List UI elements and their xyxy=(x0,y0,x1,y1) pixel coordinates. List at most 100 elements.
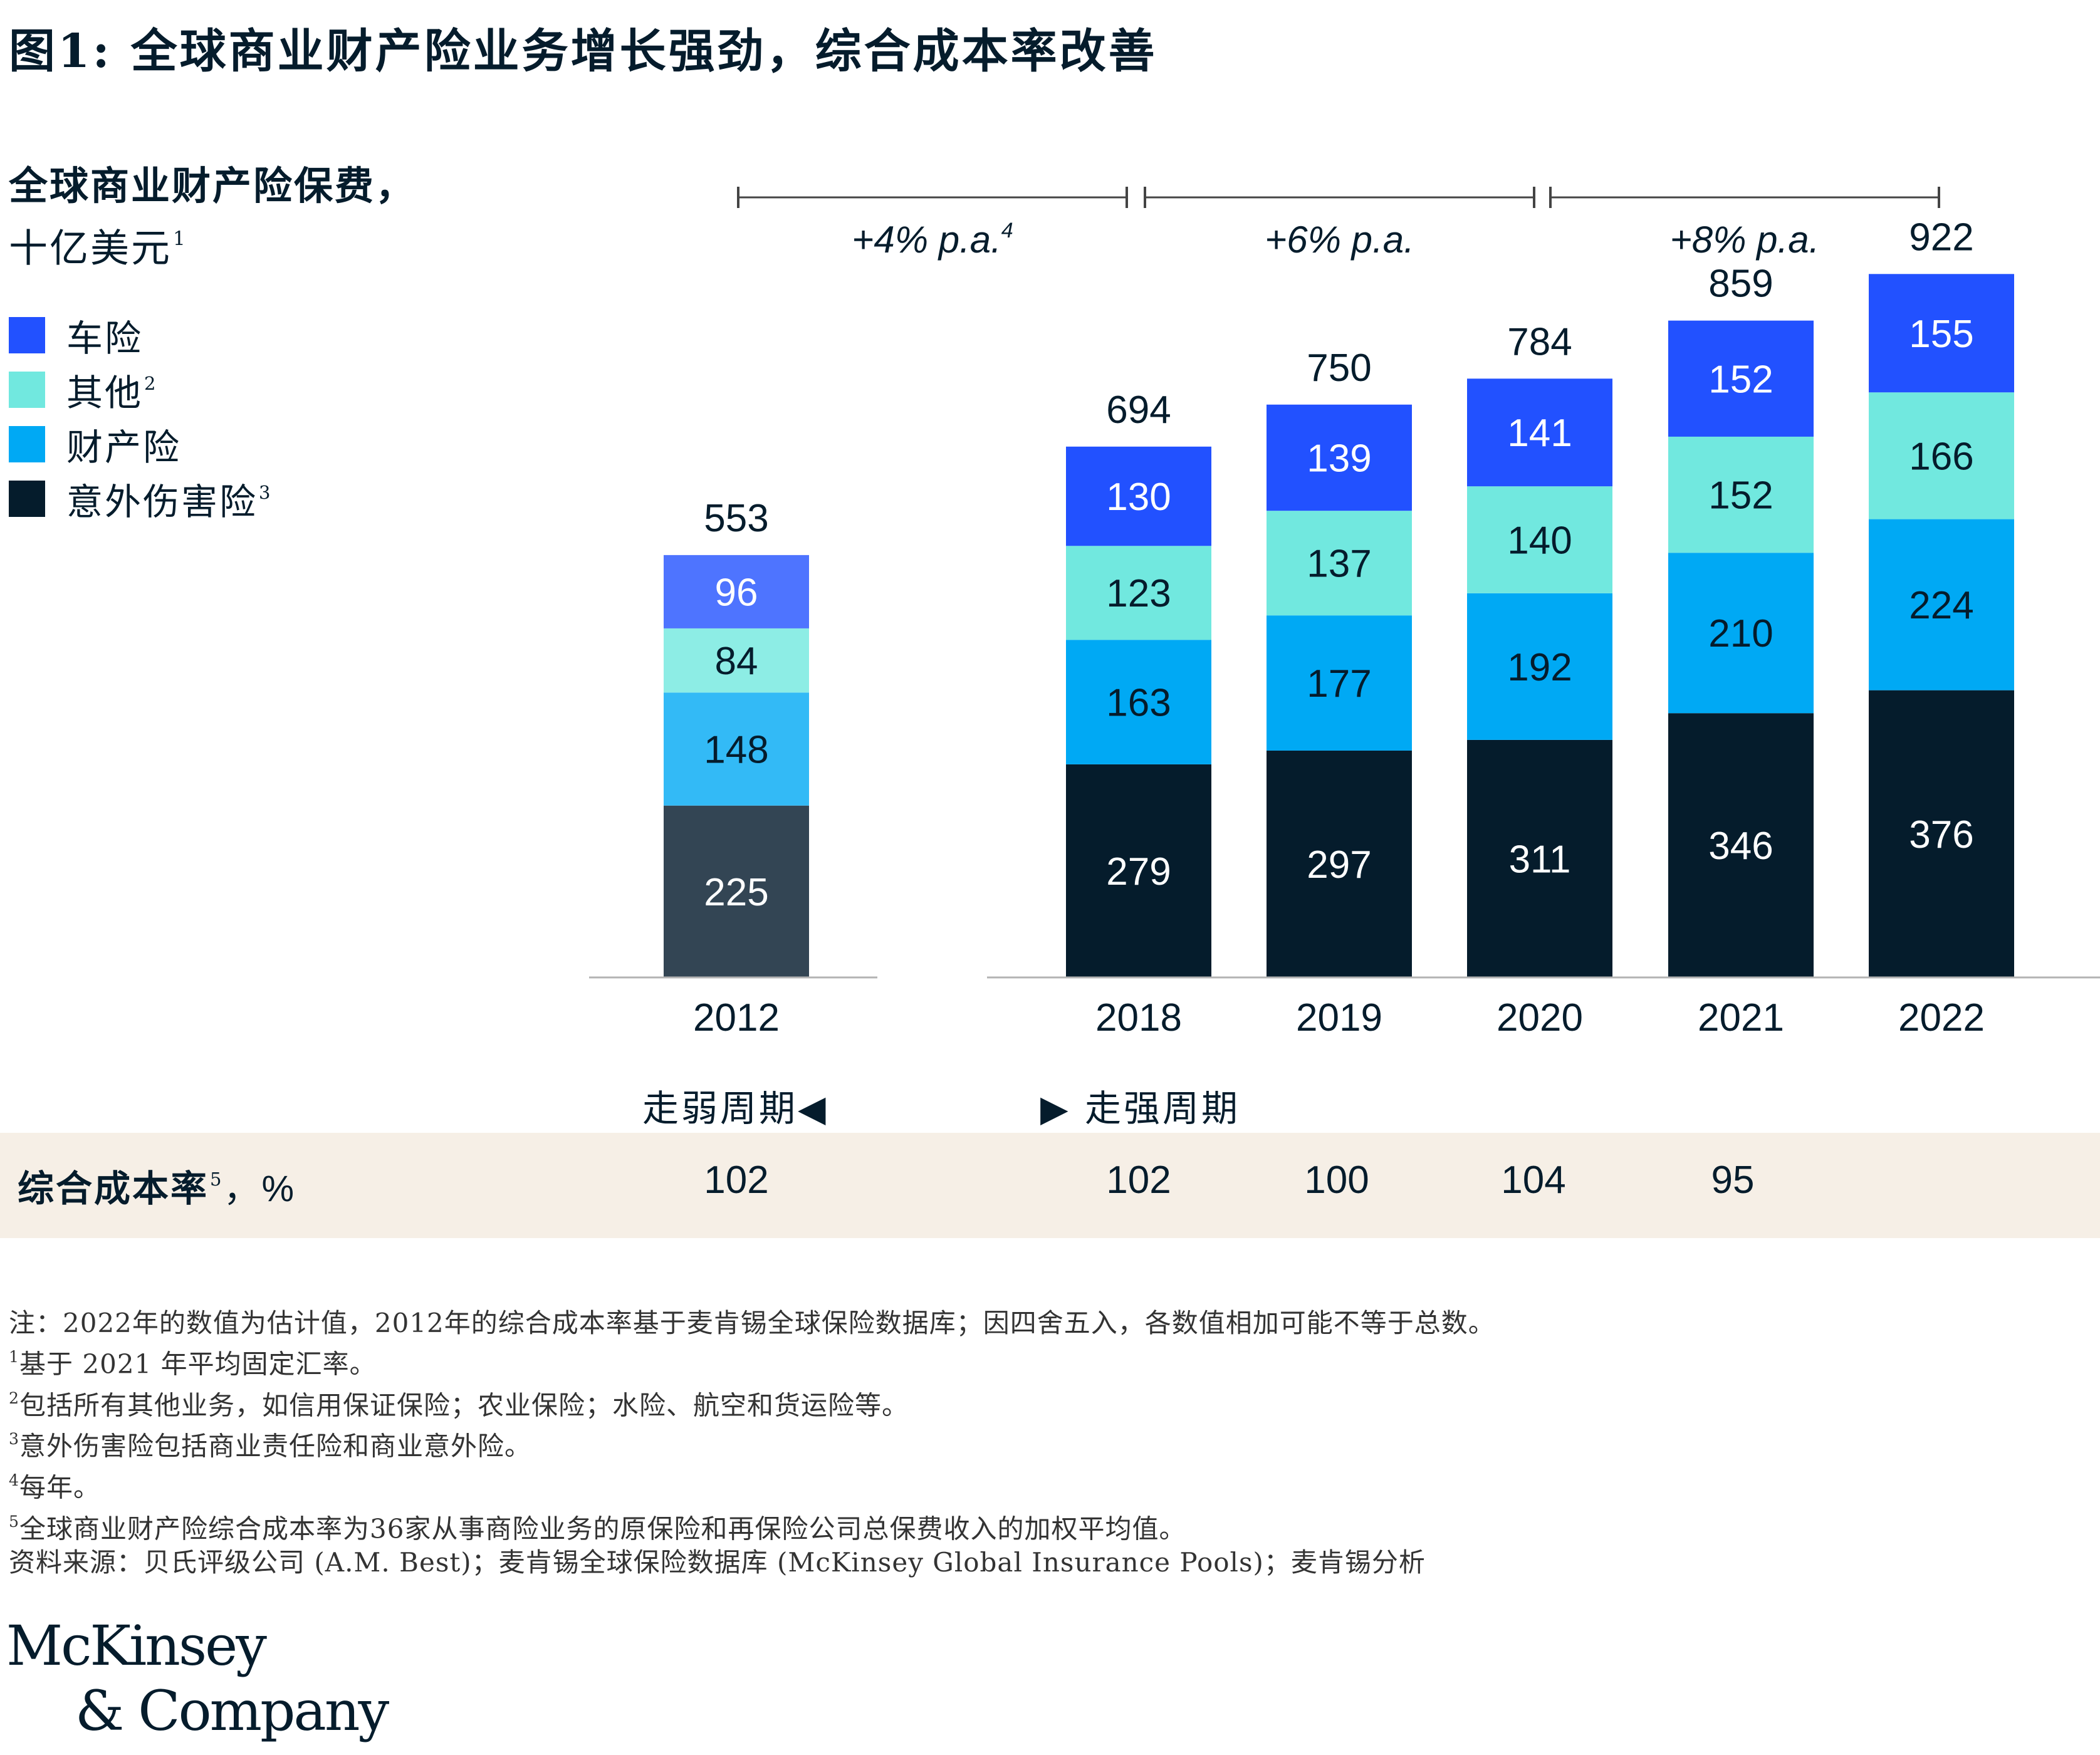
bar-value-label: 130 xyxy=(1106,476,1171,519)
bar-value-label: 84 xyxy=(715,640,758,683)
y-axis-title-line1: 全球商业财产险保费， xyxy=(9,163,417,209)
bar-total-label: 694 xyxy=(1106,388,1171,432)
legend-label: 财产险 xyxy=(66,426,182,469)
bar-total-label: 922 xyxy=(1909,216,1973,259)
stacked-bar-chart: +4% p.a.4 +6% p.a. +8% p.a. 22514884965532… xyxy=(589,187,2100,1039)
footnote-2: 2包括所有其他业务，如信用保证保险；农业保险；水险、航空和货运险等。 xyxy=(9,1388,909,1421)
strong-cycle-label: ▶ 走强周期 xyxy=(1040,1087,1241,1130)
x-tick-label: 2020 xyxy=(1497,996,1583,1039)
x-tick-label: 2018 xyxy=(1095,996,1182,1039)
bar-segment xyxy=(1467,486,1612,593)
mckinsey-logo: McKinsey & Company xyxy=(6,1613,389,1744)
bar-segment xyxy=(1668,436,1814,553)
bar-segment xyxy=(664,628,809,693)
bar-segment xyxy=(1267,615,1412,751)
x-tick-label: 2021 xyxy=(1698,996,1784,1039)
x-tick-label: 2019 xyxy=(1296,996,1382,1039)
growth-rate-label: +4% p.a.4 xyxy=(852,219,1013,261)
bar-segment xyxy=(1869,690,2014,977)
bar-total-label: 784 xyxy=(1507,320,1572,363)
bar-segment xyxy=(1267,511,1412,616)
legend-swatch xyxy=(9,317,45,353)
bar-value-label: 376 xyxy=(1909,813,1973,857)
bar-value-label: 297 xyxy=(1307,843,1371,887)
legend-label: 其他 xyxy=(66,372,144,414)
bar-segment xyxy=(1267,750,1412,977)
bar-segment xyxy=(1869,274,2014,393)
bar-segment xyxy=(1066,764,1211,977)
bar-segment xyxy=(1668,320,1814,437)
combined-ratio-value-2012: 102 xyxy=(704,1159,769,1202)
legend-item-other: 其他2 xyxy=(9,371,272,414)
x-tick-label: 2012 xyxy=(693,996,780,1039)
bar-value-label: 141 xyxy=(1507,412,1572,455)
bar-value-label: 279 xyxy=(1106,850,1171,893)
bar-segment xyxy=(1066,546,1211,640)
bar-value-label: 311 xyxy=(1509,838,1571,881)
legend-label: 意外伤害险 xyxy=(66,481,258,523)
bar-value-label: 152 xyxy=(1708,474,1773,518)
x-tick-labels: 2012 2018 2019 2020 2021 2022 xyxy=(693,996,1985,1039)
bar-value-label: 148 xyxy=(704,729,768,772)
combined-ratio-band xyxy=(0,1133,2100,1238)
bar-total-label: 553 xyxy=(704,497,768,540)
footnote-4: 4每年。 xyxy=(9,1471,101,1503)
combined-ratio-value-2020: 104 xyxy=(1501,1159,1566,1202)
combined-ratio-unit: ，% xyxy=(223,1169,296,1209)
legend-item-auto: 车险 xyxy=(9,316,272,360)
logo-line2: & Company xyxy=(75,1679,389,1743)
bar-segment xyxy=(1869,519,2014,690)
chart-title: 图1: 全球商业财产险业务增长强劲，综合成本率改善 xyxy=(9,24,1157,78)
source-note: 资料来源：贝氏评级公司 (A.M. Best)；麦肯锡全球保险数据库 (McKi… xyxy=(9,1547,1426,1578)
footnotes: 注：2022年的数值为估计值，2012年的综合成本率基于麦肯锡全球保险数据库；因… xyxy=(9,1306,2077,1580)
bar-segment xyxy=(1668,553,1814,714)
bar-value-label: 123 xyxy=(1106,572,1171,615)
bar-segment xyxy=(1869,392,2014,519)
footnote-marker: 2 xyxy=(144,373,158,395)
bar-segment xyxy=(1467,593,1612,740)
y-axis-title: 全球商业财产险保费， 十亿美元1 xyxy=(9,160,416,274)
growth-rate-label: +6% p.a. xyxy=(1265,219,1414,261)
footnote-5: 5全球商业财产险综合成本率为36家从事商险业务的原保险和再保险公司总保费收入的加… xyxy=(9,1512,1186,1544)
bar-segment xyxy=(1668,713,1814,977)
footnote-marker: 3 xyxy=(259,482,273,504)
legend-item-casualty: 意外伤害险3 xyxy=(9,480,273,523)
bar-value-label: 155 xyxy=(1909,313,1973,356)
combined-ratio-value-2018: 102 xyxy=(1106,1159,1171,1202)
legend-swatch xyxy=(9,372,45,408)
bar-segment xyxy=(664,692,809,806)
bar-value-label: 166 xyxy=(1909,435,1973,478)
bar-value-label: 139 xyxy=(1307,437,1371,480)
bar-segment xyxy=(664,555,809,628)
bar-segment xyxy=(1467,378,1612,487)
bar-value-label: 210 xyxy=(1708,612,1773,655)
legend-swatch xyxy=(9,481,45,517)
growth-brackets: +4% p.a.4 +6% p.a. +8% p.a. xyxy=(737,187,1940,261)
combined-ratio-label: 综合成本率5，% xyxy=(18,1159,296,1212)
bar-segment xyxy=(664,805,809,977)
logo-line1: McKinsey xyxy=(6,1613,267,1678)
bar-total-label: 750 xyxy=(1307,346,1371,390)
bar-segment xyxy=(1467,739,1612,977)
bar-total-label: 859 xyxy=(1708,263,1773,306)
bar-value-label: 163 xyxy=(1106,682,1171,725)
bar-value-label: 137 xyxy=(1307,543,1371,586)
growth-rate-label: +8% p.a. xyxy=(1670,219,1820,261)
weak-cycle-label: 走弱周期◀ xyxy=(642,1087,828,1130)
legend-label: 车险 xyxy=(66,317,144,360)
legend: 车险 其他2 财产险 意外伤害险3 xyxy=(9,316,272,534)
x-tick-label: 2022 xyxy=(1898,996,1985,1039)
bar-value-label: 346 xyxy=(1708,825,1773,868)
footnote-marker: 1 xyxy=(173,227,187,250)
bar-value-label: 152 xyxy=(1708,358,1773,401)
combined-ratio-value-2021: 95 xyxy=(1711,1159,1755,1202)
bar-value-label: 177 xyxy=(1307,662,1371,706)
footnote-1: 1基于 2021 年平均固定汇率。 xyxy=(9,1348,377,1380)
y-axis-title-line2: 十亿美元 xyxy=(9,225,172,271)
bar-value-label: 96 xyxy=(715,571,758,614)
bar-segment xyxy=(1267,404,1412,511)
bar-value-label: 224 xyxy=(1909,584,1973,627)
bar-value-label: 192 xyxy=(1507,646,1572,689)
footnote-3: 3意外伤害险包括商业责任险和商业意外险。 xyxy=(9,1430,532,1462)
bar-segment xyxy=(1066,640,1211,764)
